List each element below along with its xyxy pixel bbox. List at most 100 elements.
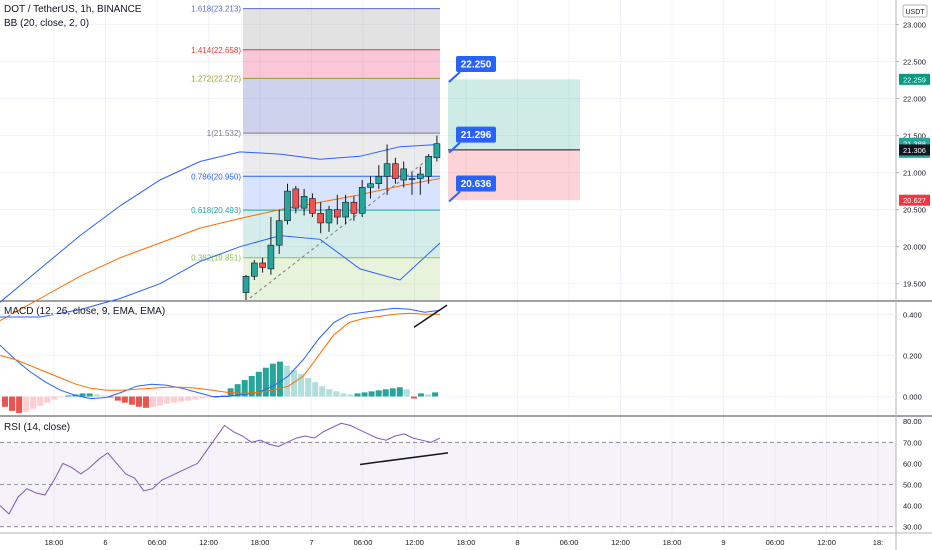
- macd-histogram-bar: [135, 396, 142, 407]
- fib-level-label: 1.414(22.658): [191, 46, 241, 55]
- candle-body: [284, 190, 291, 222]
- macd-histogram-bar: [58, 396, 65, 398]
- macd-histogram-bar: [375, 390, 382, 397]
- price-tick-label: 21.000: [903, 169, 926, 178]
- time-tick-label: 12:00: [611, 538, 630, 547]
- time-tick-label: 18:00: [663, 538, 682, 547]
- fib-level-label: 1(21.532): [207, 129, 242, 138]
- time-tick-label: 12:00: [817, 538, 836, 547]
- price-tag-label: 22.259: [903, 75, 926, 84]
- rsi-tick-label: 30.00: [903, 523, 922, 532]
- candle-body: [309, 198, 316, 214]
- macd-histogram-bar: [86, 393, 93, 397]
- macd-histogram-bar: [164, 396, 171, 404]
- rsi-tick-label: 80.00: [903, 417, 922, 426]
- fib-level-label: 1.618(23.213): [191, 5, 241, 14]
- macd-histogram-bar: [389, 388, 396, 397]
- macd-histogram-bar: [276, 361, 283, 397]
- price-tag-label: 21.306: [903, 146, 926, 155]
- macd-histogram-bar: [368, 391, 375, 397]
- macd-histogram-bar: [199, 396, 206, 399]
- macd-histogram-bar: [2, 396, 8, 407]
- candle-body: [433, 143, 441, 159]
- macd-histogram-bar: [171, 396, 178, 403]
- macd-tick-label: 0.000: [903, 393, 922, 402]
- stop-zone: [448, 149, 580, 201]
- macd-histogram-bar: [65, 395, 72, 397]
- fib-zone: [243, 8, 440, 50]
- macd-histogram-bar: [220, 395, 227, 397]
- macd-legend[interactable]: MACD (12, 26, close, 9, EMA, EMA): [4, 306, 166, 317]
- macd-pane: 0.400 0.200 0.000: [0, 304, 922, 413]
- callout-box: [456, 126, 496, 143]
- macd-histogram-bar: [382, 389, 389, 397]
- macd-histogram-bar: [192, 396, 199, 400]
- rsi-tick-label: 40.00: [903, 502, 922, 511]
- bb-legend[interactable]: BB (20, close, 2, 0): [4, 18, 90, 29]
- candle-body: [416, 173, 424, 179]
- macd-histogram-bar: [37, 396, 44, 406]
- price-tag-label: 21.388: [903, 139, 926, 148]
- macd-histogram-bar: [241, 380, 248, 397]
- callout-pointer: [448, 190, 461, 203]
- candle-body: [383, 163, 391, 177]
- macd-histogram-bar: [79, 393, 86, 397]
- macd-histogram-bar: [150, 396, 157, 407]
- rsi-tick-label: 70.00: [903, 438, 922, 447]
- time-tick-label: 06:00: [354, 538, 373, 547]
- time-tick-label: 18:00: [251, 538, 270, 547]
- fib-zone: [243, 257, 440, 300]
- macd-line: [0, 307, 441, 400]
- macd-histogram-bar: [114, 396, 121, 401]
- price-axis: 23.000 22.500 22.000 21.500 21.000 20.500 20.0…: [896, 4, 930, 289]
- rsi-legend[interactable]: RSI (14, close): [4, 422, 71, 433]
- callout-value: 22.250: [461, 60, 492, 71]
- macd-trendline: [413, 304, 448, 328]
- price-tick-label: 23.000: [903, 20, 926, 29]
- price-tick-label: 22.500: [903, 57, 926, 66]
- macd-histogram-bar: [178, 396, 185, 402]
- candle-body: [400, 168, 408, 181]
- price-tag: [899, 144, 930, 156]
- callout-box: [456, 56, 496, 72]
- macd-histogram-bar: [16, 396, 23, 413]
- candle-body: [350, 201, 358, 214]
- currency-badge-label: USDT: [905, 9, 925, 16]
- symbol-title: DOT / TetherUS, 1h, BINANCE: [4, 4, 142, 15]
- macd-histogram-bar: [30, 396, 37, 409]
- currency-badge: [902, 4, 928, 18]
- callout-value: 20.636: [461, 179, 492, 190]
- macd-tick-label: 0.200: [903, 351, 922, 360]
- fib-level-label: 0.786(20.950): [191, 172, 241, 181]
- time-tick-label: 06:00: [766, 538, 785, 547]
- macd-histogram-bar: [107, 396, 114, 398]
- macd-histogram-bar: [354, 393, 361, 397]
- callout-box: [456, 175, 496, 192]
- macd-histogram-bar: [298, 373, 305, 397]
- time-tick-label: 9: [721, 538, 725, 547]
- macd-histogram-bar: [396, 387, 403, 397]
- macd-tick-label: 0.400: [903, 310, 922, 319]
- bb-lower-band: [0, 235, 441, 318]
- macd-histogram-bar: [417, 393, 424, 397]
- macd-histogram-bar: [312, 382, 319, 397]
- macd-histogram-bar: [157, 396, 164, 406]
- macd-histogram-bar: [255, 371, 262, 397]
- candle-body: [392, 163, 399, 179]
- macd-histogram-bar: [269, 363, 276, 397]
- macd-histogram-bar: [143, 396, 149, 408]
- callout-value: 21.296: [461, 130, 492, 141]
- fib-zone: [243, 133, 440, 177]
- macd-histogram-bar: [23, 396, 30, 412]
- rsi-tick-label: 50.00: [903, 480, 922, 489]
- long-position-tool: [448, 79, 580, 201]
- candle-body: [425, 155, 432, 177]
- fib-level-label: 1.272(22.272): [191, 74, 241, 83]
- candle-body: [358, 187, 366, 214]
- fib-zone: [243, 49, 440, 79]
- fib-zone: [243, 210, 440, 258]
- time-tick-label: 12:00: [199, 538, 218, 547]
- candle-body: [342, 201, 349, 218]
- macd-histogram-bar: [93, 394, 100, 397]
